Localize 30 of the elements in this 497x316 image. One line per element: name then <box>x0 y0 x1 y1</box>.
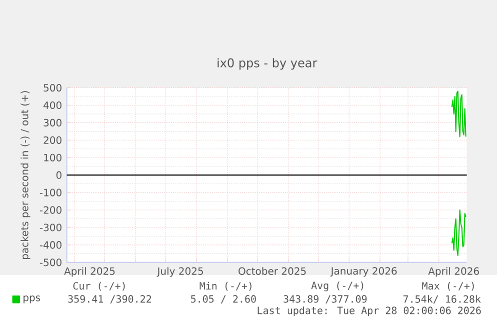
y-tick-label: -400 <box>40 241 62 249</box>
legend-label: pps <box>24 295 40 304</box>
y-tick-label: -200 <box>40 206 62 214</box>
text: Min (-/+) <box>200 282 252 291</box>
text: Last update: Tue Apr 28 02:00:06 2026 <box>258 306 481 316</box>
line-series <box>451 90 466 138</box>
x-tick-label: July 2025 <box>156 267 203 277</box>
y-tick-label: 200 <box>44 136 62 144</box>
y-tick-label: 300 <box>44 118 62 126</box>
text: Avg (-/+) <box>311 281 364 292</box>
text: Max (-/+) <box>422 282 474 291</box>
line-series <box>451 209 466 256</box>
text: 359.41 /390.22 <box>68 295 151 304</box>
y-axis-title: packets per second in (-) / out (+) <box>20 91 30 259</box>
text: 5.05 / 2.60 <box>191 295 256 304</box>
x-tick-label: April 2026 <box>428 267 479 277</box>
text: 343.89 /377.09 <box>284 295 367 304</box>
text: Cur (-/+) <box>73 282 125 291</box>
text: 7.54k/ 16.28k <box>403 295 481 304</box>
x-tick-label: January 2026 <box>330 267 397 277</box>
x-tick-label: October 2025 <box>238 267 306 275</box>
y-tick-label: -100 <box>40 188 62 196</box>
chart-title: ix0 pps - by year <box>218 58 318 70</box>
y-tick-label: 400 <box>44 101 62 109</box>
y-tick-label: 100 <box>44 154 62 162</box>
y-tick-label: 500 <box>44 84 62 92</box>
x-tick-label: April 2025 <box>64 267 115 277</box>
y-tick-label: -500 <box>40 258 62 266</box>
y-tick-label: 0 <box>56 171 62 179</box>
y-tick-label: -300 <box>40 224 62 232</box>
